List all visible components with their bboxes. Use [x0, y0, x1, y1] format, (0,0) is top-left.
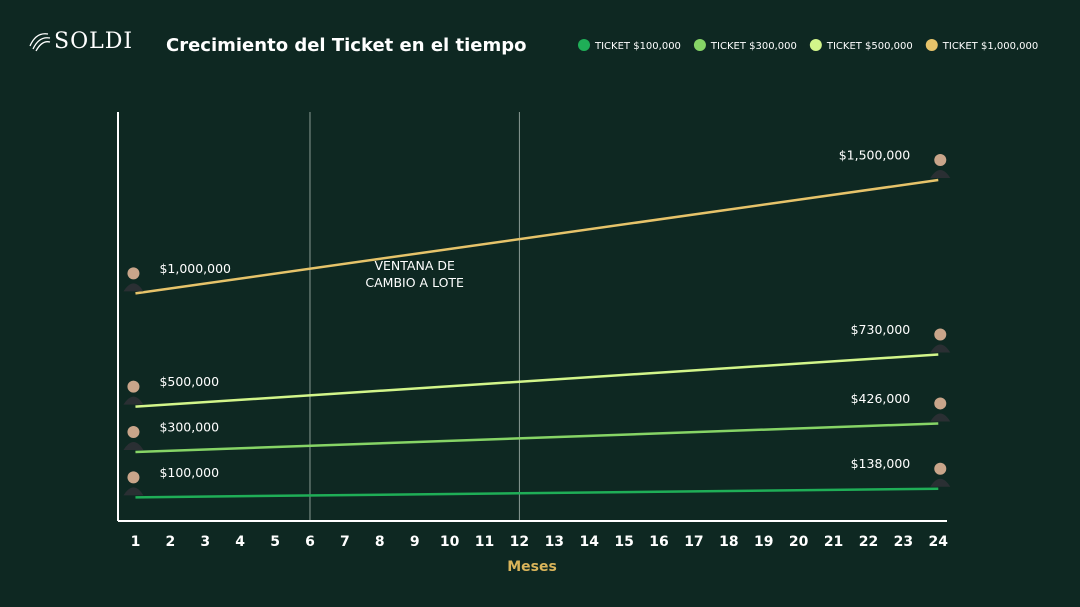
- avatar-body: [930, 478, 951, 487]
- value-label: $1,500,000: [839, 148, 911, 163]
- avatar-head: [934, 397, 947, 410]
- series-line: [135, 178, 939, 295]
- avatar-body: [123, 487, 144, 496]
- x-tick-label: 21: [824, 534, 843, 550]
- x-tick-label: 13: [545, 534, 564, 550]
- avatar-body: [930, 344, 951, 353]
- x-tick-label: 18: [719, 534, 738, 550]
- avatar: [930, 462, 951, 487]
- legend-label: TICKET $100,000: [594, 41, 681, 52]
- legend-label: TICKET $500,000: [826, 41, 913, 52]
- series-line: [135, 353, 939, 408]
- legend-marker: [578, 39, 590, 51]
- avatar-head: [127, 380, 140, 393]
- x-tick-label: 3: [200, 534, 210, 550]
- avatar-head: [934, 462, 947, 475]
- avatar-head: [934, 154, 947, 166]
- x-tick-label: 4: [235, 534, 245, 550]
- legend-label: TICKET $300,000: [710, 41, 797, 52]
- avatar-head: [127, 471, 140, 484]
- avatar: [930, 154, 951, 178]
- x-axis-label: Meses: [507, 559, 557, 575]
- avatar-body: [123, 442, 144, 450]
- value-label: $1,000,000: [159, 261, 231, 276]
- x-tick-label: 24: [929, 534, 949, 550]
- series-line: [135, 487, 939, 499]
- avatar: [930, 328, 951, 353]
- x-tick-label: 9: [410, 534, 420, 550]
- legend-label: TICKET $1,000,000: [942, 41, 1038, 52]
- chart-title: Crecimiento del Ticket en el tiempo: [166, 35, 526, 56]
- avatar-body: [930, 170, 951, 178]
- x-tick-label: 2: [165, 534, 175, 550]
- avatar-head: [934, 328, 947, 341]
- x-tick-label: 8: [375, 534, 385, 550]
- brand: SOLDI: [54, 29, 133, 54]
- value-label: $138,000: [851, 456, 911, 471]
- avatar-body: [123, 283, 144, 292]
- avatar: [123, 380, 144, 405]
- x-tick-label: 7: [340, 534, 350, 550]
- x-tick-label: 11: [475, 534, 494, 550]
- avatar-body: [930, 413, 951, 422]
- avatar: [123, 426, 144, 450]
- x-tick-label: 16: [649, 534, 668, 550]
- avatar: [123, 267, 144, 292]
- x-tick-label: 12: [510, 534, 529, 550]
- x-tick-label: 15: [614, 534, 633, 550]
- legend-marker: [693, 39, 706, 51]
- legend-marker: [809, 39, 822, 51]
- legend-marker: [925, 39, 938, 51]
- x-tick-label: 14: [579, 534, 599, 550]
- avatar: [123, 471, 144, 496]
- value-label: $426,000: [851, 391, 911, 406]
- avatar-body: [123, 396, 144, 405]
- x-tick-label: 17: [684, 534, 703, 550]
- x-tick-label: 1: [131, 534, 141, 550]
- series-line: [135, 422, 939, 454]
- logo-icon: [29, 33, 51, 52]
- x-tick-label: 23: [894, 534, 913, 550]
- value-label: $100,000: [159, 465, 219, 480]
- avatar: [930, 397, 951, 422]
- value-label: $500,000: [159, 374, 219, 389]
- value-label: $300,000: [159, 420, 219, 435]
- annotation: VENTANA DE CAMBIO A LOTE: [365, 258, 464, 290]
- x-tick-label: 19: [754, 534, 773, 550]
- annotation-line: VENTANA DE: [374, 258, 455, 273]
- value-label: $730,000: [851, 322, 911, 337]
- x-tick-label: 22: [859, 534, 878, 550]
- x-tick-label: 6: [305, 534, 315, 550]
- annotation-line: CAMBIO A LOTE: [365, 275, 464, 290]
- x-tick-label: 10: [440, 534, 460, 550]
- avatar-head: [127, 426, 140, 438]
- avatar-head: [127, 267, 140, 280]
- x-tick-label: 5: [270, 534, 280, 550]
- x-tick-label: 20: [789, 534, 809, 550]
